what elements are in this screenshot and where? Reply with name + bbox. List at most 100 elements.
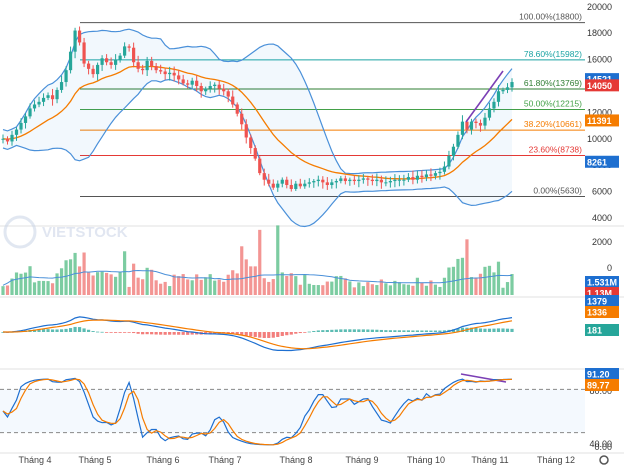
volume-bar: [357, 282, 361, 295]
macd-histogram-bar: [424, 330, 429, 332]
volume-bar: [14, 272, 19, 295]
macd-histogram-bar: [312, 330, 316, 332]
candle-body: [343, 178, 347, 182]
stoch-d-line: [2, 378, 513, 446]
candle-body: [330, 182, 334, 185]
candle-body: [68, 51, 73, 71]
macd-histogram-bar: [190, 332, 194, 335]
macd-histogram-bar: [262, 332, 266, 338]
candle-body: [456, 134, 460, 147]
volume-bar: [217, 279, 221, 295]
volume-bar: [294, 276, 298, 295]
volume-bar: [37, 280, 41, 295]
candle-body: [501, 89, 505, 92]
macd-histogram-bar: [55, 329, 59, 332]
volume-bar: [307, 283, 311, 295]
candle-body: [415, 175, 420, 180]
volume-bar: [478, 273, 483, 295]
candle-body: [1, 138, 5, 140]
moving-average-line: [2, 65, 513, 180]
candle-body: [406, 177, 410, 180]
candle-body: [82, 42, 86, 64]
candle-body: [23, 116, 28, 123]
volume-bar: [510, 274, 514, 295]
macd-histogram-bar: [379, 329, 383, 332]
volume-bar: [393, 280, 397, 295]
volume-bar: [46, 281, 50, 295]
macd-histogram-bar: [141, 332, 145, 335]
volume-bar: [118, 272, 122, 295]
price-tick-label: 20000: [587, 2, 612, 12]
macd-histogram-bar: [307, 331, 311, 333]
macd-histogram-bar: [420, 330, 424, 332]
macd-histogram-bar: [397, 330, 401, 332]
volume-badge: 1.531M: [587, 278, 617, 288]
volume-bar: [141, 279, 145, 295]
candle-body: [402, 179, 406, 181]
candle-body: [249, 137, 253, 149]
candle-body: [411, 177, 415, 180]
macd-histogram-bar: [37, 329, 41, 332]
candle-body: [348, 179, 352, 182]
macd-histogram-bar: [411, 330, 415, 332]
macd-histogram-bar: [280, 332, 284, 336]
month-label: Tháng 9: [345, 455, 378, 465]
candle-body: [141, 68, 145, 71]
stoch-tick-label: 0.00: [594, 442, 612, 452]
macd-histogram-bar: [86, 329, 91, 332]
candle-body: [199, 86, 203, 92]
candle-body: [379, 179, 383, 183]
macd-histogram-bar: [285, 332, 289, 336]
candle-body: [420, 175, 424, 178]
candle-body: [325, 182, 329, 185]
bollinger-lower-line: [2, 78, 513, 228]
macd-badge-bg: [585, 306, 619, 318]
macd-histogram-bar: [271, 332, 275, 338]
candle-body: [393, 179, 397, 182]
candle-body: [505, 87, 510, 90]
macd-histogram-bar: [64, 328, 68, 332]
month-label: Tháng 12: [537, 455, 575, 465]
macd-histogram-bar: [154, 332, 158, 335]
macd-histogram-bar: [258, 332, 262, 338]
macd-histogram-bar: [406, 330, 410, 332]
macd-histogram-bar: [73, 326, 77, 332]
macd-histogram-bar: [50, 329, 55, 332]
volume-bar: [375, 285, 379, 295]
price-tick-label: 4000: [592, 213, 612, 223]
macd-histogram-bar: [163, 332, 167, 335]
volume-bar: [406, 284, 410, 295]
candle-body: [14, 129, 19, 135]
volume-bar: [442, 277, 447, 295]
macd-histogram-bar: [177, 332, 181, 335]
candle-body: [447, 155, 451, 167]
volume-bar: [154, 280, 158, 295]
gear-icon[interactable]: [599, 455, 609, 465]
volume-bar: [258, 229, 262, 295]
candle-body: [492, 101, 496, 109]
volume-bar: [82, 252, 86, 295]
macd-histogram-bar: [325, 330, 329, 332]
macd-histogram-bar: [114, 332, 118, 333]
month-label: Tháng 10: [407, 455, 445, 465]
macd-histogram-bar: [474, 327, 478, 332]
candle-body: [159, 70, 163, 72]
volume-bar: [32, 282, 37, 295]
candle-body: [163, 71, 167, 75]
volume-bar: [424, 285, 429, 295]
volume-bar: [5, 285, 10, 295]
volume-bar: [136, 277, 140, 295]
volume-bar: [276, 225, 280, 295]
volume-bar: [469, 277, 474, 295]
price-badge: 8261: [587, 157, 607, 167]
volume-bar: [388, 285, 392, 295]
macd-histogram-bar: [253, 332, 257, 337]
volume-bar: [68, 259, 73, 295]
macd-histogram-bar: [105, 332, 109, 333]
volume-bar: [402, 284, 406, 295]
candle-body: [460, 121, 465, 135]
candle-body: [244, 124, 248, 138]
candle-body: [253, 148, 257, 159]
volume-bar: [303, 275, 307, 295]
macd-histogram-bar: [492, 328, 496, 332]
